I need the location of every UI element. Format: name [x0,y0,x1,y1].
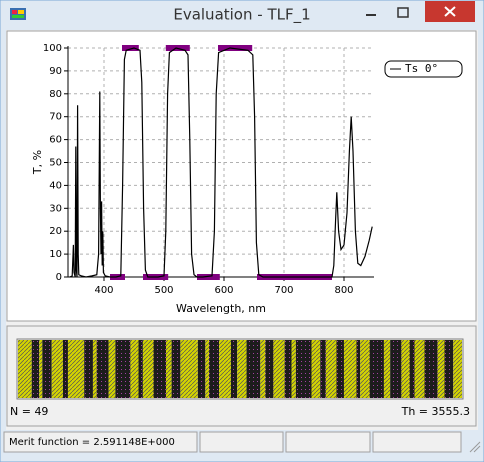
layer [383,340,391,398]
close-button[interactable] [425,1,475,22]
layer [171,340,181,398]
layer [424,340,438,398]
series-line [69,47,373,278]
layer [343,340,357,398]
layer [336,340,344,398]
layer [96,340,109,398]
layer [291,340,296,398]
layer [260,340,266,398]
layer-count: N = 49 [10,405,48,418]
layer [84,340,93,398]
x-tick-label: 500 [154,285,173,296]
layer [209,340,220,398]
layer [67,340,85,398]
y-tick-label: 30 [49,203,62,214]
target [218,45,253,51]
layer [153,340,166,398]
layer [18,340,32,398]
resize-grip[interactable] [469,441,481,453]
layer [360,340,370,398]
target [122,45,139,51]
layer [115,340,131,398]
layer [31,340,40,398]
layer [180,340,198,398]
layer [320,340,326,398]
status-field [199,431,284,453]
layer [273,340,285,398]
status-field [285,431,371,453]
layer [205,340,210,398]
layer [62,340,68,398]
layer [230,340,238,398]
layer [356,340,361,398]
y-tick-label: 20 [49,226,62,237]
status-field [3,431,198,453]
y-tick-label: 100 [43,43,62,54]
layer [92,340,97,398]
x-tick-label: 800 [334,285,353,296]
layer [138,340,143,398]
target [197,274,220,280]
layer [219,340,231,398]
y-tick-label: 0 [56,272,62,283]
legend-entry: Ts 0° [405,62,438,75]
structure-frame [16,338,464,400]
layer [142,340,154,398]
layer [295,340,312,398]
layer [311,340,321,398]
status-field [372,431,462,453]
app-icon [10,8,26,20]
x-tick-label: 700 [274,285,293,296]
total-thickness: Th = 3555.3 [401,405,470,418]
y-tick-label: 60 [49,135,62,146]
layer [237,340,247,398]
layer [444,340,454,398]
layer [437,340,445,398]
layer [453,340,462,398]
y-tick-label: 80 [49,89,62,100]
y-tick-label: 40 [49,180,62,191]
y-tick-label: 10 [49,249,62,260]
legend-box [384,60,463,78]
x-tick-label: 600 [214,285,233,296]
layer [197,340,206,398]
layer [284,340,292,398]
y-axis-label: T, % [31,150,44,175]
x-axis-label: Wavelength, nm [176,302,266,315]
y-tick-label: 50 [49,158,62,169]
layer [401,340,410,398]
layer [409,340,415,398]
layer [108,340,116,398]
layer [369,340,384,398]
y-tick-label: 70 [49,112,62,123]
layer [39,340,43,398]
layer [246,340,261,398]
x-tick-label: 400 [94,285,113,296]
layer [51,340,63,398]
maximize-button[interactable] [397,7,409,18]
y-tick-label: 90 [49,66,62,77]
window-title: Evaluation - TLF_1 [173,6,310,25]
layer [42,340,52,398]
layer [325,340,337,398]
layer [130,340,139,398]
chart-panel [6,30,477,322]
layer [265,340,274,398]
layer [166,340,172,398]
layer [414,340,425,398]
merit-function: Merit function = 2.591148E+000 [9,437,175,448]
layer [390,340,402,398]
